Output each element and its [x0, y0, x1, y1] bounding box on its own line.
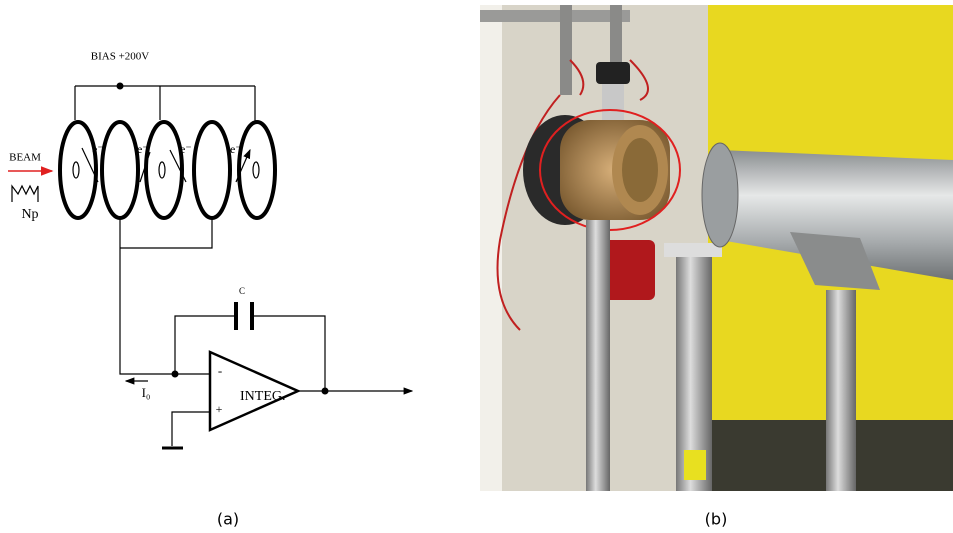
inverting-label: -: [218, 363, 222, 378]
signal-wire: [120, 218, 212, 374]
electron-label: e⁻: [180, 142, 192, 156]
ground-wire: [172, 412, 210, 446]
electron-label: e⁻: [230, 142, 242, 156]
bore: [622, 138, 658, 202]
support-pole: [586, 220, 610, 491]
page: {"panel_a": {"bias": "BIAS +200V", "beam…: [0, 0, 953, 533]
amplifier-label: INTEG.: [240, 389, 286, 404]
electron-arrow: [82, 148, 250, 182]
electrode: [102, 122, 138, 218]
figure: BIAS +200V e⁻ e⁻ e⁻ e⁻ BEAM Np C I₀ INTE…: [0, 0, 953, 533]
pipe: [480, 10, 630, 22]
electron-label: e⁻: [92, 142, 104, 156]
electrode: [146, 122, 182, 218]
circuit: BIAS +200V e⁻ e⁻ e⁻ e⁻ BEAM Np C I₀ INTE…: [8, 51, 412, 448]
capacitor-label: C: [239, 286, 245, 296]
label-sticker: [684, 450, 706, 480]
pipe-end: [702, 143, 738, 247]
non-inverting-label: +: [216, 402, 223, 416]
pipe: [560, 5, 572, 95]
pulse-symbol: [12, 186, 38, 202]
particles-label: Np: [21, 207, 38, 222]
photo: [480, 5, 953, 491]
beam-label: BEAM: [9, 152, 41, 164]
aperture: [73, 162, 79, 178]
electron-label: e⁻: [137, 142, 149, 156]
bias-wire: [75, 86, 255, 122]
aperture: [159, 162, 165, 178]
capacitor: [236, 302, 252, 330]
aperture: [253, 162, 259, 178]
current-label: I₀: [142, 385, 151, 400]
caption: (a): [217, 510, 239, 529]
pole-cap: [664, 243, 722, 257]
electrode: [194, 122, 230, 218]
valve-stem: [602, 84, 624, 124]
bias-label: BIAS +200V: [91, 51, 150, 63]
support-pole: [826, 290, 856, 491]
electrode: [239, 122, 275, 218]
valve: [596, 62, 630, 84]
caption: (b): [705, 510, 728, 529]
electrode: [60, 122, 96, 218]
pipe: [610, 5, 622, 65]
